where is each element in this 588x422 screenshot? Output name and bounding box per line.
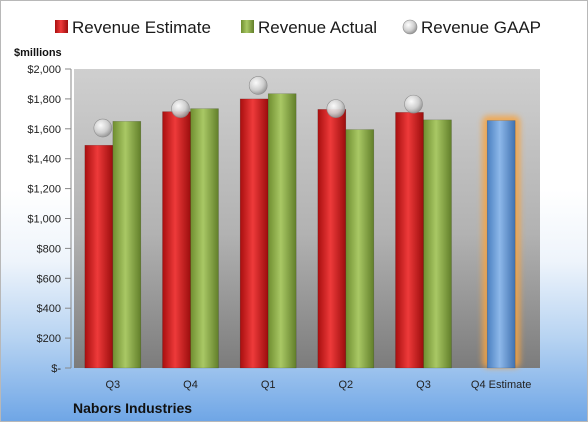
bar-revenue-actual	[190, 108, 219, 369]
gaap-marker	[171, 99, 190, 118]
bar-revenue-actual	[267, 93, 297, 369]
gaap-marker	[326, 99, 346, 118]
y-tick-label: $400	[37, 303, 61, 315]
gaap-marker	[404, 94, 423, 114]
y-tick-label: $1,600	[27, 124, 61, 136]
y-tick-label: $200	[37, 333, 61, 345]
y-tick-label: $600	[37, 273, 61, 285]
company-name: Nabors Industries	[73, 400, 192, 416]
y-tick-label: $1,000	[27, 214, 61, 226]
x-tick-label: Q4 Estimate	[471, 379, 532, 391]
legend: Revenue Estimate Revenue Actual Revenue …	[55, 18, 541, 37]
gaap-marker	[248, 76, 268, 95]
y-tick-label: $-	[51, 363, 61, 375]
legend-label-actual: Revenue Actual	[258, 18, 377, 37]
legend-swatch-actual	[241, 20, 254, 33]
bar-revenue-estimate	[84, 144, 114, 369]
y-tick-label: $1,800	[27, 94, 61, 106]
bar-revenue-estimate	[395, 112, 424, 369]
bar-series	[84, 93, 521, 369]
y-axis: $- $200 $400 $600 $800 $1,000 $1,200 $1,400 $1,6…	[27, 64, 72, 375]
legend-label-gaap: Revenue GAAP	[421, 18, 541, 37]
x-tick-label: Q2	[338, 379, 353, 391]
gaap-marker	[93, 118, 113, 138]
bar-revenue-actual	[423, 119, 452, 369]
x-tick-label: Q3	[105, 379, 120, 391]
y-axis-unit: $millions	[14, 47, 62, 59]
x-tick-label: Q3	[416, 379, 431, 391]
bar-revenue-estimate	[239, 98, 269, 369]
x-tick-label: Q1	[261, 379, 276, 391]
legend-swatch-estimate	[55, 20, 68, 33]
bar-revenue-estimate	[162, 111, 191, 369]
plot-area	[74, 69, 540, 368]
x-axis: Q3 Q4 Q1 Q2 Q3 Q4 Estimate	[105, 379, 531, 391]
bar-revenue-actual	[112, 121, 142, 369]
gaap-markers	[93, 76, 423, 138]
y-tick-label: $1,400	[27, 154, 61, 166]
y-tick-label: $800	[37, 243, 61, 255]
y-tick-label: $1,200	[27, 184, 61, 196]
bar-revenue-estimate	[317, 109, 347, 369]
legend-label-estimate: Revenue Estimate	[72, 18, 211, 37]
y-tick-label: $2,000	[27, 64, 61, 76]
bar-q4-estimate	[486, 120, 516, 369]
x-tick-label: Q4	[183, 379, 198, 391]
legend-marker-gaap	[402, 19, 418, 35]
bar-revenue-actual	[345, 129, 375, 369]
